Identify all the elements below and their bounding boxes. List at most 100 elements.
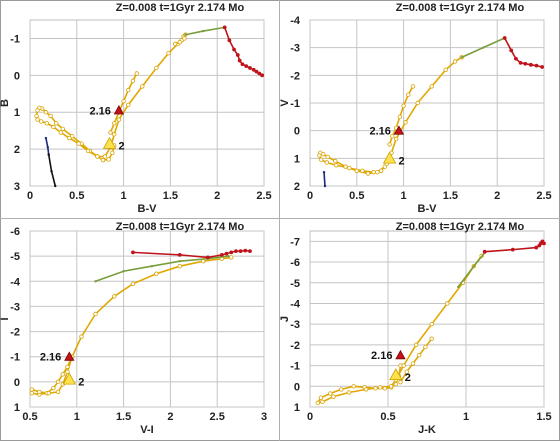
data-point [390,133,395,139]
annotation-label: 2.16 [371,350,392,362]
data-point [93,311,98,317]
data-point [182,36,187,41]
y-tick-label: -4 [290,15,301,27]
y-axis-label: B [0,99,11,107]
data-point [387,142,392,147]
data-point [251,67,256,72]
data-point [452,59,458,64]
data-point [323,184,327,188]
data-point [184,33,187,36]
data-point [334,163,339,168]
annotation-label: 2.16 [40,352,61,364]
data-point [112,294,117,299]
data-point [112,121,117,126]
data-point [44,136,48,140]
series-line [323,172,326,187]
y-tick-label: 0 [14,70,20,82]
data-point [43,110,49,115]
data-point [227,38,232,43]
y-tick-label: 2 [14,144,20,156]
y-tick-label: -3 [10,301,20,313]
data-point [39,119,44,124]
data-point [85,148,91,154]
x-tick-label: 0 [307,190,313,202]
marker-triangle-red [113,105,125,115]
data-point [229,250,234,255]
y-tick-label: -4 [290,298,301,310]
data-point [410,361,416,366]
data-point [29,387,35,392]
data-point [205,255,210,260]
annotation-label: 2 [399,155,405,167]
marker-triangle-red [393,125,405,135]
y-tick-label: 3 [14,181,20,193]
data-point [365,171,371,176]
y-tick-label: 0 [294,381,300,393]
annotation-label: 2 [405,372,411,384]
data-point [106,157,111,162]
y-tick-label: -6 [290,257,300,269]
data-point [346,390,352,395]
chart-title: Z=0.008 t=1Gyr 2.174 Mo [396,221,525,233]
data-point [413,342,419,348]
data-point [331,394,336,399]
data-point [140,84,145,89]
marker-triangle-yellow [102,136,117,149]
x-tick-label: 0 [307,411,313,423]
x-tick-label: 2 [494,190,500,202]
x-tick-label: 2 [214,190,220,202]
data-point [94,280,97,283]
data-point [150,265,153,268]
data-point [54,121,59,126]
data-point [318,395,324,400]
data-point [240,62,245,67]
data-point [55,379,61,385]
data-point [134,71,139,76]
marker-triangle-red [395,349,406,360]
data-point [224,251,229,256]
y-axis-label: V [279,99,291,107]
data-point [219,252,224,257]
data-point [324,160,330,165]
x-tick-label: 3 [261,411,267,423]
data-point [130,78,136,84]
data-point [35,117,40,122]
data-point [328,391,333,396]
y-tick-label: -5 [10,251,20,263]
marker-triangle-red [64,351,75,361]
x-axis-label: B-V [138,203,158,215]
annotation-label: 2.16 [89,105,110,117]
data-point [540,65,545,69]
annotation-label: 2.16 [369,126,390,138]
x-tick-label: 2 [167,411,173,423]
data-point [429,336,434,341]
data-point [317,153,322,158]
data-point [354,168,359,173]
y-tick-label: -1 [10,352,20,364]
data-point [166,51,171,56]
plot-area [309,230,545,408]
chart-panel-2: 0 0.5 1 1.5 2 2.5 -4 -3 -2 -1 0 1 2 Z=0.008 t=1Gyr 2.… [279,2,552,215]
data-point [254,69,259,74]
x-tick-label: 0.5 [349,190,364,202]
data-point [423,344,428,350]
x-tick-label: 1.5 [116,411,131,423]
data-point [260,73,265,78]
data-point [482,249,487,254]
x-tick-label: 2.5 [256,190,271,202]
data-point [121,98,126,104]
data-point [248,249,252,254]
x-tick-label: 0 [27,190,33,202]
y-tick-label: -2 [10,327,20,339]
x-tick-label: 2.5 [536,190,551,202]
chart-title: Z=0.008 t=1Gyr 2.174 Mo [116,2,245,14]
data-point [518,60,523,65]
data-point [65,364,70,369]
data-point [403,120,408,125]
data-point [60,126,65,132]
y-tick-label: -2 [290,70,300,82]
y-tick-label: 0 [294,126,300,138]
data-point [102,154,108,159]
y-tick-label: 2 [294,181,300,193]
